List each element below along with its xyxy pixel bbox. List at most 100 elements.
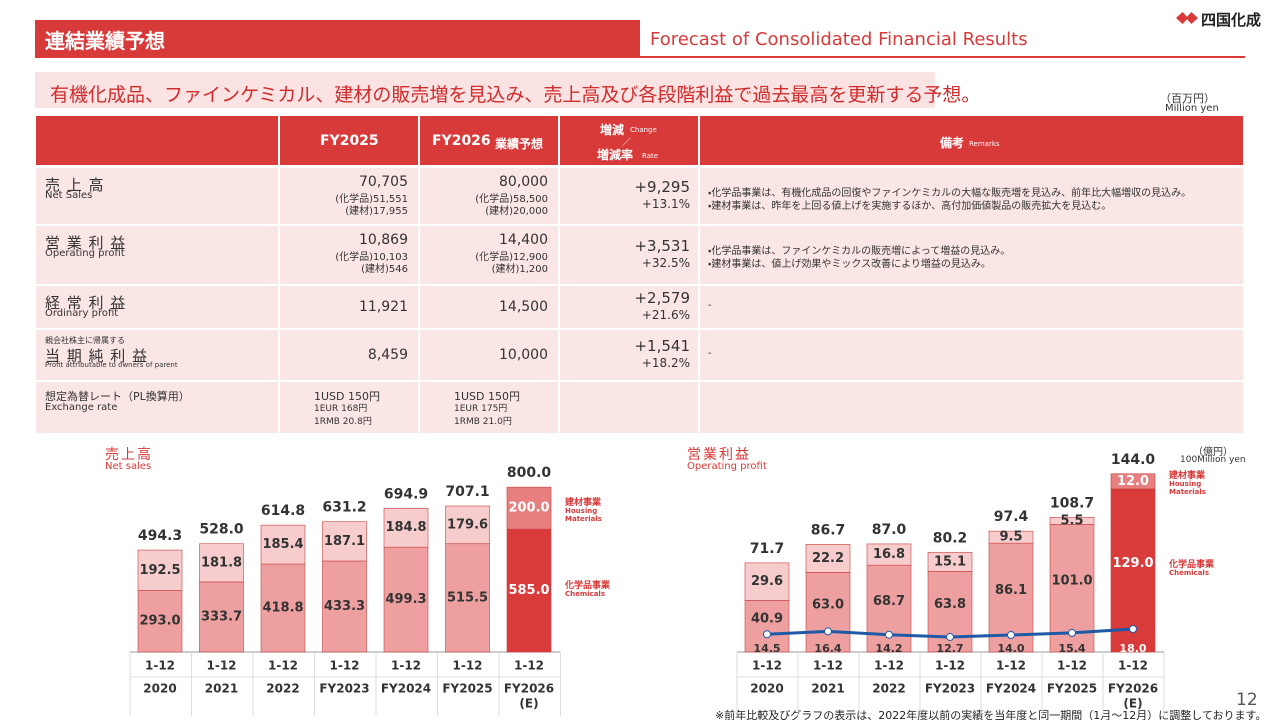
table-cell	[700, 226, 1243, 284]
table-cell	[560, 286, 698, 328]
value-label: 101.0	[1051, 574, 1092, 589]
total-label: 86.7	[811, 522, 846, 538]
total-label: 528.0	[199, 522, 244, 538]
value-label: 418.8	[262, 601, 303, 616]
logo-mark	[1176, 12, 1198, 24]
table-cell	[700, 168, 1243, 224]
x-period-label: 1-12	[874, 659, 904, 673]
bar-segment	[445, 543, 490, 653]
total-label: 144.0	[1111, 452, 1156, 468]
x-tick-label: (E)	[519, 697, 538, 711]
cell-value: (建材)17,955	[345, 206, 408, 217]
cell-value: (建材)1,200	[491, 264, 548, 275]
x-period-label: 1-12	[813, 659, 843, 673]
table-cell	[280, 168, 418, 224]
chart-title: 営業利益	[687, 447, 751, 463]
cell-value: 1EUR 175円	[454, 404, 508, 414]
value-label: 12.7	[936, 642, 963, 655]
row-name: 当 期 純 利 益	[45, 347, 149, 365]
cell-value: (建材)546	[361, 264, 408, 275]
total-label: 631.2	[322, 500, 366, 516]
total-label: 87.0	[872, 522, 907, 538]
cell-value: 1RMB 21.0円	[454, 417, 512, 427]
bar-segment	[744, 600, 790, 653]
bar-segment	[322, 521, 367, 562]
x-period-label: 1-12	[206, 659, 236, 673]
rate: +32.5%	[641, 256, 690, 270]
value-label: 181.8	[201, 555, 242, 570]
header-cell	[280, 116, 418, 165]
x-tick-label: 2021	[205, 682, 238, 696]
table-cell	[280, 286, 418, 328]
chart-title-en: Operating profit	[687, 461, 767, 472]
rate: +21.6%	[641, 308, 690, 322]
total-label: 108.7	[1050, 495, 1094, 511]
total-label: 71.7	[750, 541, 785, 557]
header-cell	[36, 116, 278, 165]
value-label: 499.3	[385, 592, 426, 607]
column-header: Rate	[642, 152, 659, 160]
bar-segment	[260, 563, 306, 653]
row-name-en: Profit attributable to owners of parent	[45, 361, 178, 369]
bar-segment	[744, 562, 790, 601]
legend-name: 化学品事業	[565, 580, 611, 591]
value-label: 129.0	[1112, 556, 1153, 571]
value-label: 86.1	[995, 583, 1027, 598]
table-cell	[700, 286, 1243, 328]
value-label: 14.5	[753, 642, 780, 655]
bar-segment	[137, 590, 183, 653]
cell-value: 14,400	[499, 232, 548, 248]
x-tick-label: (E)	[1123, 697, 1142, 711]
header-cell	[420, 116, 558, 165]
remark: ・建材事業は、昨年を上回る値上げを実施するほか、高付加価値製品の販売拡大を見込む…	[708, 201, 1112, 212]
legend-name: 建材事業	[565, 498, 602, 509]
bar-segment	[1110, 473, 1156, 490]
total-label: 694.9	[384, 486, 428, 502]
x-period-label: 1-12	[1118, 659, 1148, 673]
x-period-label: 1-12	[752, 659, 782, 673]
cell-value: 1RMB 20.8円	[314, 417, 372, 427]
value-label: 184.8	[385, 520, 426, 535]
bar-segment	[383, 546, 429, 653]
total-label: 80.2	[933, 530, 968, 546]
row-name: 想定為替レート（PL換算用）	[45, 390, 190, 403]
footnote: ※前年比較及びグラフの表示は、2022年度以前の実績を当年度と同一期間（1月～1…	[715, 709, 1267, 720]
row-name-en: Ordinary profit	[45, 308, 119, 319]
value-label: 29.6	[751, 574, 783, 589]
table-cell	[560, 382, 698, 433]
remark: -	[708, 300, 712, 311]
title-bar	[35, 20, 640, 56]
header-cell	[700, 116, 1243, 165]
cell-value: 10,000	[499, 346, 548, 363]
change: +1,541	[634, 337, 690, 355]
point	[1129, 625, 1137, 633]
value-label: 40.9	[751, 612, 783, 627]
value-label: 15.1	[934, 554, 966, 569]
value-label: 200.0	[508, 501, 549, 516]
x-tick-label: FY2023	[319, 682, 369, 696]
value-label: 14.2	[875, 642, 902, 655]
value-label: 63.8	[934, 597, 966, 612]
page-number: 12	[1236, 690, 1258, 710]
change: +3,531	[634, 237, 690, 255]
x-period-label: 1-12	[1057, 659, 1087, 673]
bar-segment	[199, 581, 244, 653]
table-cell	[36, 330, 278, 380]
bar-segment	[1049, 517, 1095, 525]
value-label: 515.5	[447, 590, 488, 605]
row-name: 経 常 利 益	[45, 294, 127, 312]
cell-value: 10,869	[359, 232, 408, 248]
title-rule	[35, 56, 1245, 58]
bar-segment	[445, 505, 490, 545]
rate: +18.2%	[641, 356, 690, 370]
x-tick-label: FY2025	[442, 682, 492, 696]
row-name: 売 上 高	[45, 176, 105, 194]
bar-segment	[260, 524, 306, 565]
bar-segment	[866, 543, 912, 566]
x-period-label: 1-12	[145, 659, 175, 673]
point	[885, 630, 893, 639]
bar-segment	[322, 560, 367, 653]
value-label: 333.7	[201, 609, 242, 624]
unit-en: 100Million yen	[1180, 455, 1246, 465]
x-period-label: 1-12	[514, 659, 544, 673]
